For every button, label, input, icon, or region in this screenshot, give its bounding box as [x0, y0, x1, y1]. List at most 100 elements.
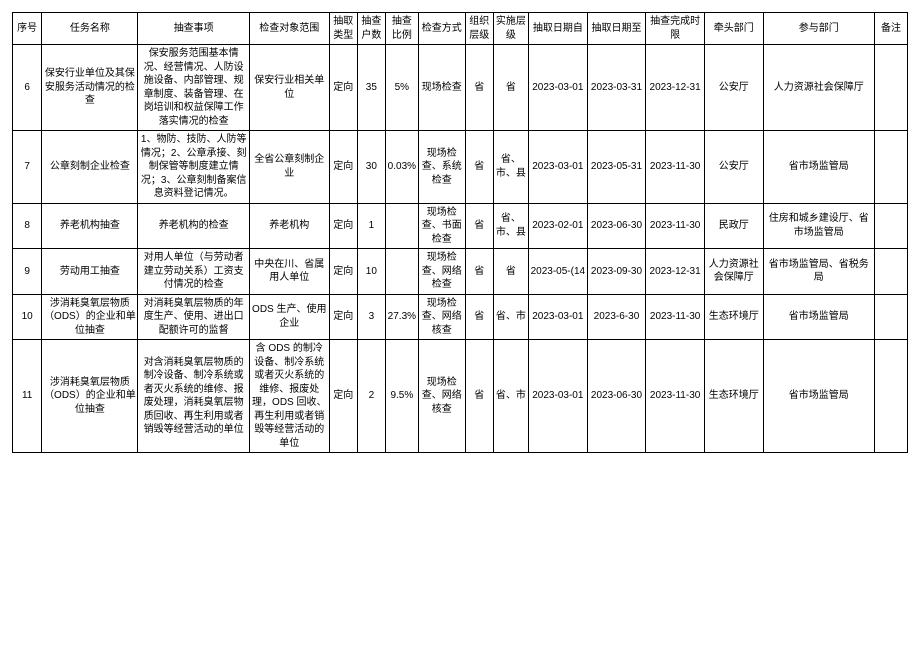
cell-impl: 省、市 [493, 340, 528, 453]
cell-note [875, 340, 908, 453]
col-ratio: 抽查比例 [385, 13, 418, 45]
cell-ratio: 27.3% [385, 294, 418, 340]
cell-lead: 生态环境厅 [704, 294, 763, 340]
cell-org: 省 [465, 45, 493, 131]
cell-from: 2023-03-01 [529, 131, 588, 204]
cell-to: 2023-06-30 [587, 340, 646, 453]
cell-method: 现场检查、网络核查 [418, 294, 465, 340]
cell-due: 2023-11-30 [646, 131, 705, 204]
table-row: 9劳动用工抽查对用人单位（与劳动者建立劳动关系）工资支付情况的检查中央在川、省属… [13, 249, 908, 295]
cell-from: 2023-05-(14 [529, 249, 588, 295]
cell-item: 对含消耗臭氧层物质的制冷设备、制冷系统或者灭火系统的维修、报废处理，消耗臭氧层物… [138, 340, 249, 453]
cell-org: 省 [465, 340, 493, 453]
cell-part: 人力资源社会保障厅 [763, 45, 874, 131]
cell-seq: 11 [13, 340, 42, 453]
cell-item: 保安服务范围基本情况、经营情况、人防设施设备、内部管理、规章制度、装备管理、在岗… [138, 45, 249, 131]
col-lead: 牵头部门 [704, 13, 763, 45]
cell-note [875, 45, 908, 131]
cell-task: 涉消耗臭氧层物质（ODS）的企业和单位抽查 [42, 294, 138, 340]
cell-count: 2 [357, 340, 385, 453]
cell-org: 省 [465, 203, 493, 249]
cell-method: 现场检查、网络核查 [418, 340, 465, 453]
cell-org: 省 [465, 294, 493, 340]
table-row: 10涉消耗臭氧层物质（ODS）的企业和单位抽查对消耗臭氧层物质的年度生产、使用、… [13, 294, 908, 340]
cell-item: 1、物防、技防、人防等情况；2、公章承接、刻制保管等制度建立情况；3、公章刻制备… [138, 131, 249, 204]
cell-to: 2023-03-31 [587, 45, 646, 131]
cell-from: 2023-03-01 [529, 45, 588, 131]
cell-seq: 8 [13, 203, 42, 249]
cell-from: 2023-02-01 [529, 203, 588, 249]
cell-task: 保安行业单位及其保安服务活动情况的检查 [42, 45, 138, 131]
cell-count: 30 [357, 131, 385, 204]
table-row: 7公章刻制企业检查1、物防、技防、人防等情况；2、公章承接、刻制保管等制度建立情… [13, 131, 908, 204]
cell-impl: 省、市、县 [493, 131, 528, 204]
cell-seq: 7 [13, 131, 42, 204]
col-org: 组织层级 [465, 13, 493, 45]
col-count: 抽查户数 [357, 13, 385, 45]
cell-due: 2023-12-31 [646, 45, 705, 131]
col-method: 检查方式 [418, 13, 465, 45]
col-due: 抽查完成时限 [646, 13, 705, 45]
cell-method: 现场检查、书面检查 [418, 203, 465, 249]
cell-part: 住房和城乡建设厅、省市场监管局 [763, 203, 874, 249]
cell-from: 2023-03-01 [529, 340, 588, 453]
header-row: 序号 任务名称 抽查事项 检查对象范围 抽取类型 抽查户数 抽查比例 检查方式 … [13, 13, 908, 45]
cell-task: 劳动用工抽查 [42, 249, 138, 295]
cell-seq: 6 [13, 45, 42, 131]
cell-impl: 省 [493, 249, 528, 295]
cell-due: 2023-12-31 [646, 249, 705, 295]
cell-task: 公章刻制企业检查 [42, 131, 138, 204]
table-row: 8养老机构抽查养老机构的检查养老机构定向1现场检查、书面检查省省、市、县2023… [13, 203, 908, 249]
cell-count: 10 [357, 249, 385, 295]
cell-type: 定向 [329, 249, 357, 295]
cell-scope: 全省公章刻制企业 [249, 131, 329, 204]
cell-org: 省 [465, 249, 493, 295]
cell-to: 2023-09-30 [587, 249, 646, 295]
cell-due: 2023-11-30 [646, 294, 705, 340]
inspection-table: 序号 任务名称 抽查事项 检查对象范围 抽取类型 抽查户数 抽查比例 检查方式 … [12, 12, 908, 453]
col-impl: 实施层级 [493, 13, 528, 45]
cell-to: 2023-06-30 [587, 203, 646, 249]
cell-part: 省市场监管局 [763, 340, 874, 453]
cell-note [875, 203, 908, 249]
cell-lead: 公安厅 [704, 131, 763, 204]
cell-count: 1 [357, 203, 385, 249]
cell-lead: 生态环境厅 [704, 340, 763, 453]
cell-type: 定向 [329, 45, 357, 131]
cell-scope: 中央在川、省属用人单位 [249, 249, 329, 295]
table-row: 11涉消耗臭氧层物质（ODS）的企业和单位抽查对含消耗臭氧层物质的制冷设备、制冷… [13, 340, 908, 453]
cell-item: 对消耗臭氧层物质的年度生产、使用、进出口配额许可的监督 [138, 294, 249, 340]
cell-to: 2023-05-31 [587, 131, 646, 204]
table-body: 6保安行业单位及其保安服务活动情况的检查保安服务范围基本情况、经营情况、人防设施… [13, 45, 908, 453]
cell-scope: 养老机构 [249, 203, 329, 249]
col-part: 参与部门 [763, 13, 874, 45]
cell-from: 2023-03-01 [529, 294, 588, 340]
col-note: 备注 [875, 13, 908, 45]
cell-ratio: 9.5% [385, 340, 418, 453]
cell-to: 2023-6-30 [587, 294, 646, 340]
col-item: 抽查事项 [138, 13, 249, 45]
col-from: 抽取日期自 [529, 13, 588, 45]
cell-impl: 省 [493, 45, 528, 131]
col-task: 任务名称 [42, 13, 138, 45]
col-scope: 检查对象范围 [249, 13, 329, 45]
cell-due: 2023-11-30 [646, 203, 705, 249]
cell-type: 定向 [329, 294, 357, 340]
cell-type: 定向 [329, 131, 357, 204]
cell-part: 省市场监管局 [763, 131, 874, 204]
cell-due: 2023-11-30 [646, 340, 705, 453]
cell-part: 省市场监管局 [763, 294, 874, 340]
cell-task: 养老机构抽查 [42, 203, 138, 249]
cell-note [875, 131, 908, 204]
cell-ratio [385, 203, 418, 249]
cell-method: 现场检查、系统检查 [418, 131, 465, 204]
cell-part: 省市场监管局、省税务局 [763, 249, 874, 295]
table-row: 6保安行业单位及其保安服务活动情况的检查保安服务范围基本情况、经营情况、人防设施… [13, 45, 908, 131]
cell-seq: 10 [13, 294, 42, 340]
cell-scope: ODS 生产、使用企业 [249, 294, 329, 340]
col-type: 抽取类型 [329, 13, 357, 45]
cell-note [875, 294, 908, 340]
cell-item: 对用人单位（与劳动者建立劳动关系）工资支付情况的检查 [138, 249, 249, 295]
cell-ratio: 5% [385, 45, 418, 131]
cell-count: 3 [357, 294, 385, 340]
